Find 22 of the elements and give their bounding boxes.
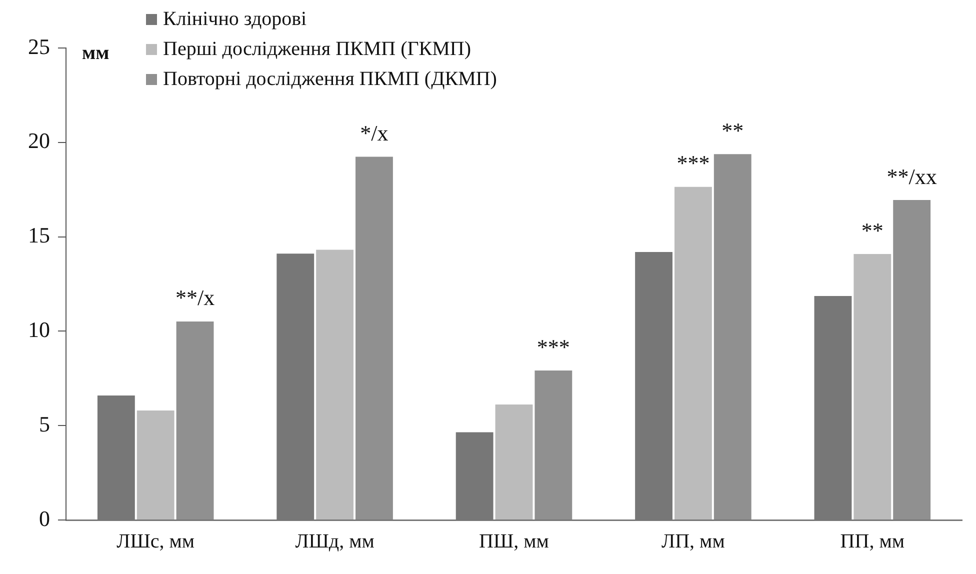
- data-label: ***: [536, 334, 570, 360]
- y-tick-label: 10: [28, 316, 50, 342]
- y-tick-label: 0: [39, 506, 50, 531]
- x-tick-label: ПП, мм: [840, 530, 905, 552]
- x-tick-label: ПШ, мм: [479, 530, 550, 552]
- y-tick-label: 15: [28, 222, 50, 248]
- data-label: **/x: [175, 285, 215, 310]
- y-tick-label: 20: [28, 128, 50, 154]
- data-label: **/xx: [886, 164, 937, 189]
- legend-label: Клінічно здорові: [163, 7, 307, 32]
- y-tick-label: 25: [28, 34, 50, 59]
- data-label: **: [722, 118, 744, 143]
- x-tick-label: ЛП, мм: [662, 530, 726, 552]
- x-tick-label: ЛШс, мм: [116, 530, 195, 552]
- y-axis-title: мм: [82, 42, 110, 64]
- data-label: **: [861, 218, 884, 243]
- x-tick-label: ЛШд, мм: [295, 530, 375, 552]
- data-label: */x: [360, 120, 388, 146]
- y-tick-label: 5: [39, 411, 50, 436]
- legend-label: Повторні дослідження ПКМП (ДКМП): [163, 67, 497, 92]
- legend-label: Перші дослідження ПКМП (ГКМП): [163, 37, 472, 62]
- data-label: ***: [676, 150, 710, 176]
